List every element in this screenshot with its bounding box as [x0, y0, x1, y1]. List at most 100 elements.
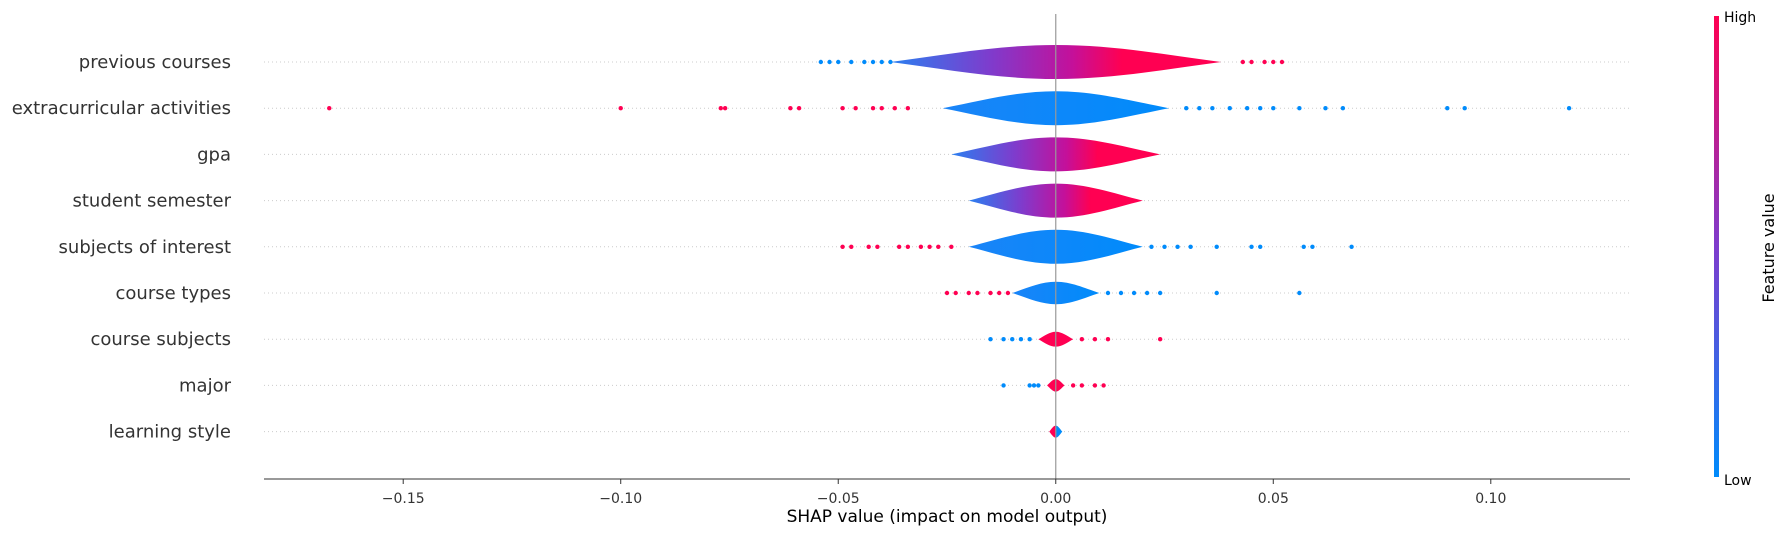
outlier-point [866, 244, 871, 249]
outlier-point [796, 106, 802, 111]
x-tick-label: −0.15 [382, 491, 425, 507]
outlier-point [1031, 383, 1037, 388]
feature-label: major [179, 375, 232, 396]
feature-row: previous courses [79, 45, 1630, 79]
outlier-point [1227, 106, 1232, 111]
outlier-point [1214, 290, 1219, 296]
outlier-point [918, 244, 924, 249]
outlier-point [1340, 106, 1346, 111]
outlier-point [966, 290, 971, 296]
colorbar: High Low Feature value [1714, 10, 1778, 489]
outlier-point [1027, 383, 1032, 388]
outlier-point [1258, 244, 1263, 249]
x-tick-label: 0.00 [1040, 491, 1071, 507]
x-tick-label: −0.10 [599, 491, 642, 507]
outlier-point [870, 59, 876, 65]
x-axis-title: SHAP value (impact on model output) [787, 507, 1108, 527]
colorbar-low-label: Low [1724, 473, 1752, 489]
feature-row: gpa [197, 137, 1630, 172]
x-tick-label: −0.05 [817, 491, 860, 507]
outlier-point [927, 244, 932, 249]
feature-label: learning style [109, 422, 231, 443]
outlier-point [1271, 106, 1276, 111]
x-tick-label: 0.05 [1258, 491, 1289, 507]
outlier-point [1184, 106, 1189, 111]
outlier-point [722, 106, 728, 111]
outlier-point [327, 106, 332, 111]
outlier-point [1462, 106, 1467, 111]
outlier-point [1445, 106, 1450, 111]
outlier-point [953, 290, 958, 296]
outlier-point [1105, 290, 1111, 296]
outlier-point [1297, 290, 1302, 296]
colorbar-gradient [1714, 16, 1719, 477]
outlier-point [827, 59, 832, 65]
outlier-point [949, 244, 954, 249]
outlier-point [718, 106, 723, 111]
outlier-point [862, 59, 867, 65]
outlier-point [1157, 337, 1163, 342]
outlier-point [1249, 244, 1254, 249]
outlier-point [840, 106, 845, 111]
feature-label: gpa [197, 144, 231, 165]
outlier-point [1301, 244, 1306, 249]
outlier-point [1079, 383, 1085, 388]
outlier-point [1101, 383, 1106, 388]
colorbar-title: Feature value [1759, 193, 1778, 302]
outlier-point [1323, 106, 1328, 111]
outlier-point [1349, 244, 1354, 249]
feature-label: course subjects [90, 329, 231, 350]
outlier-point [870, 106, 876, 111]
outlier-point [1005, 290, 1011, 296]
feature-label: extracurricular activities [12, 98, 231, 119]
outlier-point [1079, 337, 1085, 342]
feature-row: subjects of interest [59, 229, 1630, 264]
outlier-point [618, 106, 623, 111]
colorbar-high-label: High [1724, 10, 1756, 26]
outlier-point [1092, 383, 1098, 388]
outlier-point [905, 106, 911, 111]
outlier-point [975, 290, 980, 296]
feature-row: course types [116, 281, 1630, 305]
outlier-point [1157, 290, 1163, 296]
x-ticks: −0.15 −0.10 −0.05 0.00 0.05 0.10 [382, 479, 1506, 507]
outlier-point [1214, 244, 1219, 249]
outlier-point [1279, 59, 1285, 65]
outlier-point [879, 106, 884, 111]
outlier-point [892, 106, 897, 111]
outlier-point [1244, 106, 1250, 111]
outlier-point [1105, 337, 1111, 342]
outlier-point [936, 244, 941, 249]
feature-row: learning style [109, 422, 1630, 443]
outlier-point [1297, 106, 1302, 111]
feature-rows: previous courses extracurricular activiti… [12, 45, 1630, 443]
outlier-point [1210, 106, 1215, 111]
outlier-point [1010, 337, 1015, 342]
outlier-point [836, 59, 841, 65]
feature-row: extracurricular activities [12, 91, 1630, 126]
outlier-point [896, 244, 902, 249]
outlier-point [1027, 337, 1032, 342]
feature-label: subjects of interest [59, 237, 231, 258]
feature-row: student semester [72, 183, 1630, 218]
outlier-point [1188, 244, 1193, 249]
outlier-point [875, 244, 880, 249]
outlier-point [849, 59, 854, 65]
feature-label: previous courses [79, 52, 231, 73]
outlier-point [997, 290, 1002, 296]
x-tick-label: 0.10 [1475, 491, 1506, 507]
outlier-point [1144, 290, 1150, 296]
feature-row: course subjects [90, 329, 1630, 350]
outlier-point [1018, 337, 1024, 342]
outlier-point [1001, 383, 1006, 388]
outlier-point [879, 59, 884, 65]
outlier-point [1262, 59, 1267, 65]
outlier-point [1070, 383, 1076, 388]
outlier-point [1036, 383, 1041, 388]
outlier-point [1566, 106, 1572, 111]
outlier-point [1131, 290, 1137, 296]
x-axis: −0.15 −0.10 −0.05 0.00 0.05 0.10 SHAP value (… [264, 478, 1630, 527]
outlier-point [905, 244, 911, 249]
outlier-point [849, 244, 854, 249]
